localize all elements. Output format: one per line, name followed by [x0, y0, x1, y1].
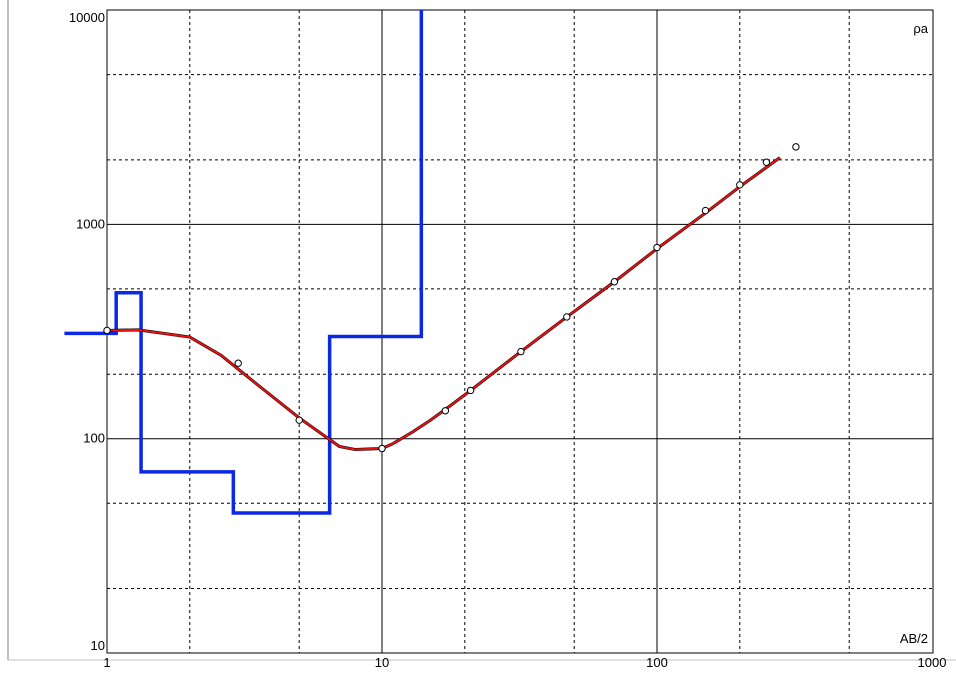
y-axis-label: ρa — [913, 21, 928, 36]
y-tick-label: 100 — [83, 431, 105, 446]
x-tick-label: 10 — [375, 655, 389, 670]
y-tick-label: 10000 — [69, 10, 105, 25]
calculated-curve-line — [106, 156, 781, 451]
observed-data-point — [295, 416, 303, 424]
observed-data-point — [378, 444, 386, 453]
x-tick-label: 100 — [646, 655, 668, 670]
observed-data-point — [653, 243, 661, 252]
x-tick-label: 1000 — [918, 655, 947, 670]
observed-data-point — [736, 181, 744, 189]
observed-data-point — [610, 278, 619, 286]
observed-data-point — [762, 158, 771, 166]
observed-data-point — [234, 359, 242, 367]
observed-data-point — [563, 313, 571, 321]
observed-data-point — [517, 347, 525, 356]
series-group — [64, 10, 800, 515]
observed-data-point — [103, 326, 111, 335]
observed-data-point — [441, 407, 450, 415]
x-axis-label: AB/2 — [900, 631, 928, 646]
y-tick-label: 10 — [91, 638, 105, 653]
x-tick-label: 1 — [103, 655, 110, 670]
observed-data-point — [466, 386, 475, 395]
observed-data-point — [701, 206, 710, 215]
observed-curve-line — [106, 156, 781, 452]
layered-model-step-line — [64, 10, 424, 515]
plot-frame — [106, 9, 934, 654]
observed-data-point — [792, 143, 800, 151]
y-tick-label: 1000 — [76, 216, 105, 231]
